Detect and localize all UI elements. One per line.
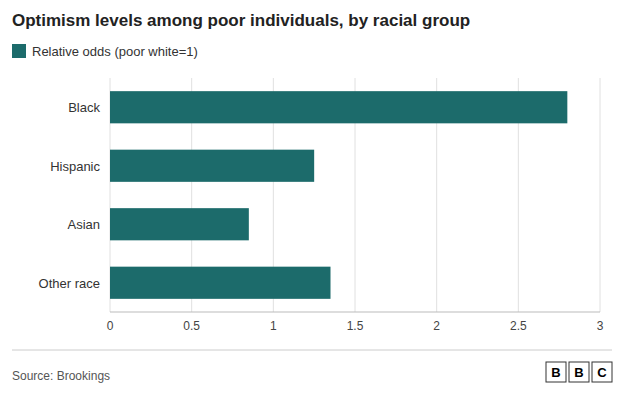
- source-text: Source: Brookings: [12, 369, 110, 383]
- x-tick-label: 0: [107, 319, 114, 333]
- logo-letter: B: [574, 365, 583, 380]
- legend-label: Relative odds (poor white=1): [32, 44, 198, 59]
- chart-container: Optimism levels among poor individuals, …: [0, 0, 624, 395]
- grid-line: [600, 78, 601, 312]
- footer-rule: [12, 350, 612, 351]
- logo-box: [569, 362, 589, 382]
- bar: [110, 91, 567, 123]
- chart-svg: Optimism levels among poor individuals, …: [0, 0, 624, 395]
- x-axis: 0 0.5 1 1.5 2 2.5 3: [107, 78, 604, 333]
- category-label: Other race: [39, 276, 100, 291]
- x-tick-label: 0.5: [183, 319, 200, 333]
- x-tick-label: 2.5: [510, 319, 527, 333]
- category-label: Hispanic: [50, 159, 100, 174]
- title: Optimism levels among poor individuals, …: [12, 11, 470, 30]
- x-axis-line: [110, 312, 600, 313]
- y-axis: Other race Asian Hispanic Black: [39, 100, 101, 291]
- logo-letter: B: [551, 365, 560, 380]
- logo-box: [546, 362, 566, 382]
- background: [0, 0, 624, 395]
- x-tick-label: 3: [597, 319, 604, 333]
- category-label: Asian: [67, 217, 100, 232]
- bar: [110, 150, 314, 182]
- legend: Relative odds (poor white=1): [12, 44, 198, 59]
- x-tick-label: 2: [433, 319, 440, 333]
- x-tick-label: 1: [270, 319, 277, 333]
- bar: [110, 208, 249, 240]
- logo-box: [592, 362, 612, 382]
- legend-swatch: [12, 44, 26, 58]
- bars: [110, 91, 567, 299]
- category-label: Black: [68, 100, 100, 115]
- logo: BBC: [546, 362, 612, 382]
- bar: [110, 267, 331, 299]
- x-tick-label: 1.5: [347, 319, 364, 333]
- logo-letter: C: [597, 365, 607, 380]
